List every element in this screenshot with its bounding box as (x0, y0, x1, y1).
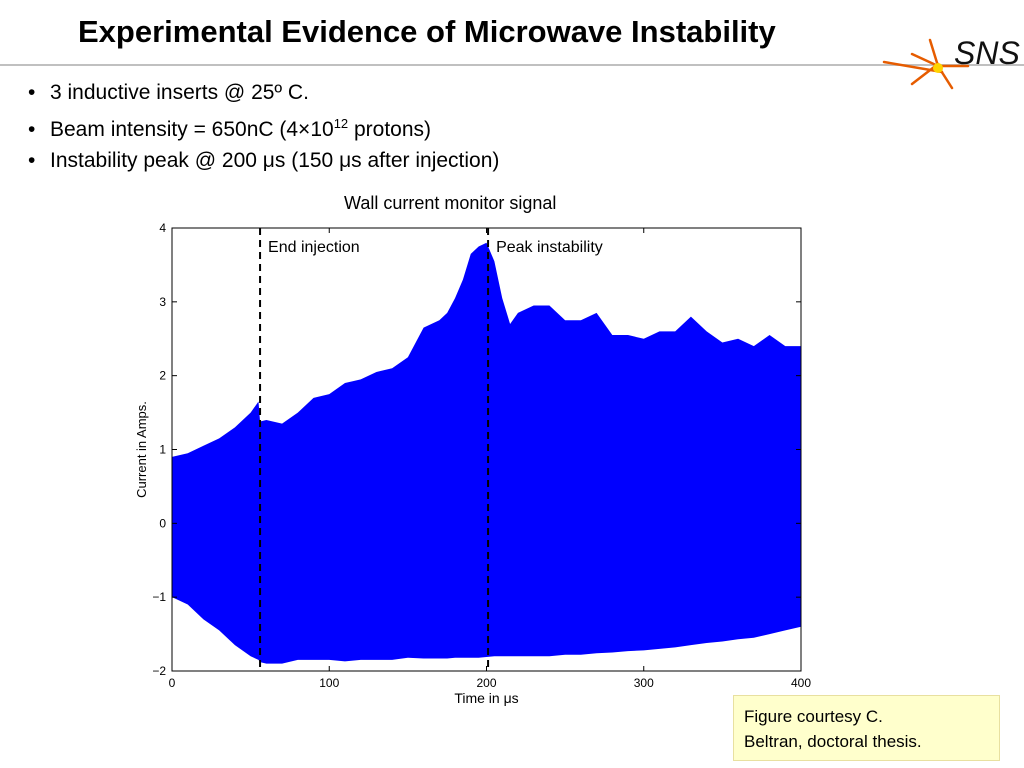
y-tick-label: −1 (152, 590, 166, 604)
logo-text: SNS (954, 35, 1020, 71)
y-tick-label: 1 (159, 443, 166, 457)
bullet-superscript: 12 (333, 116, 349, 131)
signal-envelope (172, 242, 801, 664)
starburst-core (933, 63, 943, 73)
x-axis-label: Time in μs (454, 690, 518, 706)
y-tick-label: 3 (159, 295, 166, 309)
annotations: End injection Peak instability (259, 228, 603, 671)
title-divider (0, 64, 1024, 66)
annotation-label: End injection (268, 239, 360, 256)
chart-title: Wall current monitor signal (344, 193, 557, 213)
x-tick-label: 300 (634, 676, 654, 690)
bullet-text: Instability peak @ 200 μs (150 μs after … (50, 149, 500, 172)
x-tick-label: 100 (319, 676, 339, 690)
credit-line: Figure courtesy C. (744, 707, 883, 726)
bullet-item: • 3 inductive inserts @ 25º C. (28, 81, 309, 104)
y-tick-label: −2 (152, 664, 166, 678)
y-tick-label: 2 (159, 369, 166, 383)
x-tick-label: 200 (476, 676, 496, 690)
x-tick-label: 0 (169, 676, 176, 690)
y-tick-label: 4 (159, 221, 166, 235)
figure-credit: Figure courtesy C. Beltran, doctoral the… (733, 695, 1000, 761)
bullet-text: Beam intensity = 650nC (4×10 (50, 118, 334, 141)
bullet-list: • 3 inductive inserts @ 25º C. • Beam inte… (28, 77, 499, 176)
annotation-label: Peak instability (496, 239, 603, 256)
y-axis: −2 −1 0 1 2 3 4 (152, 221, 801, 678)
y-axis-label: Current in Amps. (134, 401, 149, 498)
y-tick-label: 0 (159, 516, 166, 530)
x-tick-label: 400 (791, 676, 811, 690)
bullet-item: • Instability peak @ 200 μs (150 μs after… (28, 149, 500, 172)
bullet-item: • Beam intensity = 650nC (4×1012 protons) (28, 116, 432, 141)
x-axis: 0 100 200 300 400 (169, 228, 811, 690)
credit-line: Beltran, doctoral thesis. (744, 732, 922, 751)
bullet-text: protons) (348, 118, 432, 141)
slide-title: Experimental Evidence of Microwave Insta… (78, 14, 776, 49)
bullet-text: 3 inductive inserts @ 25º C. (50, 81, 309, 104)
sns-logo: SNS (882, 35, 1020, 90)
